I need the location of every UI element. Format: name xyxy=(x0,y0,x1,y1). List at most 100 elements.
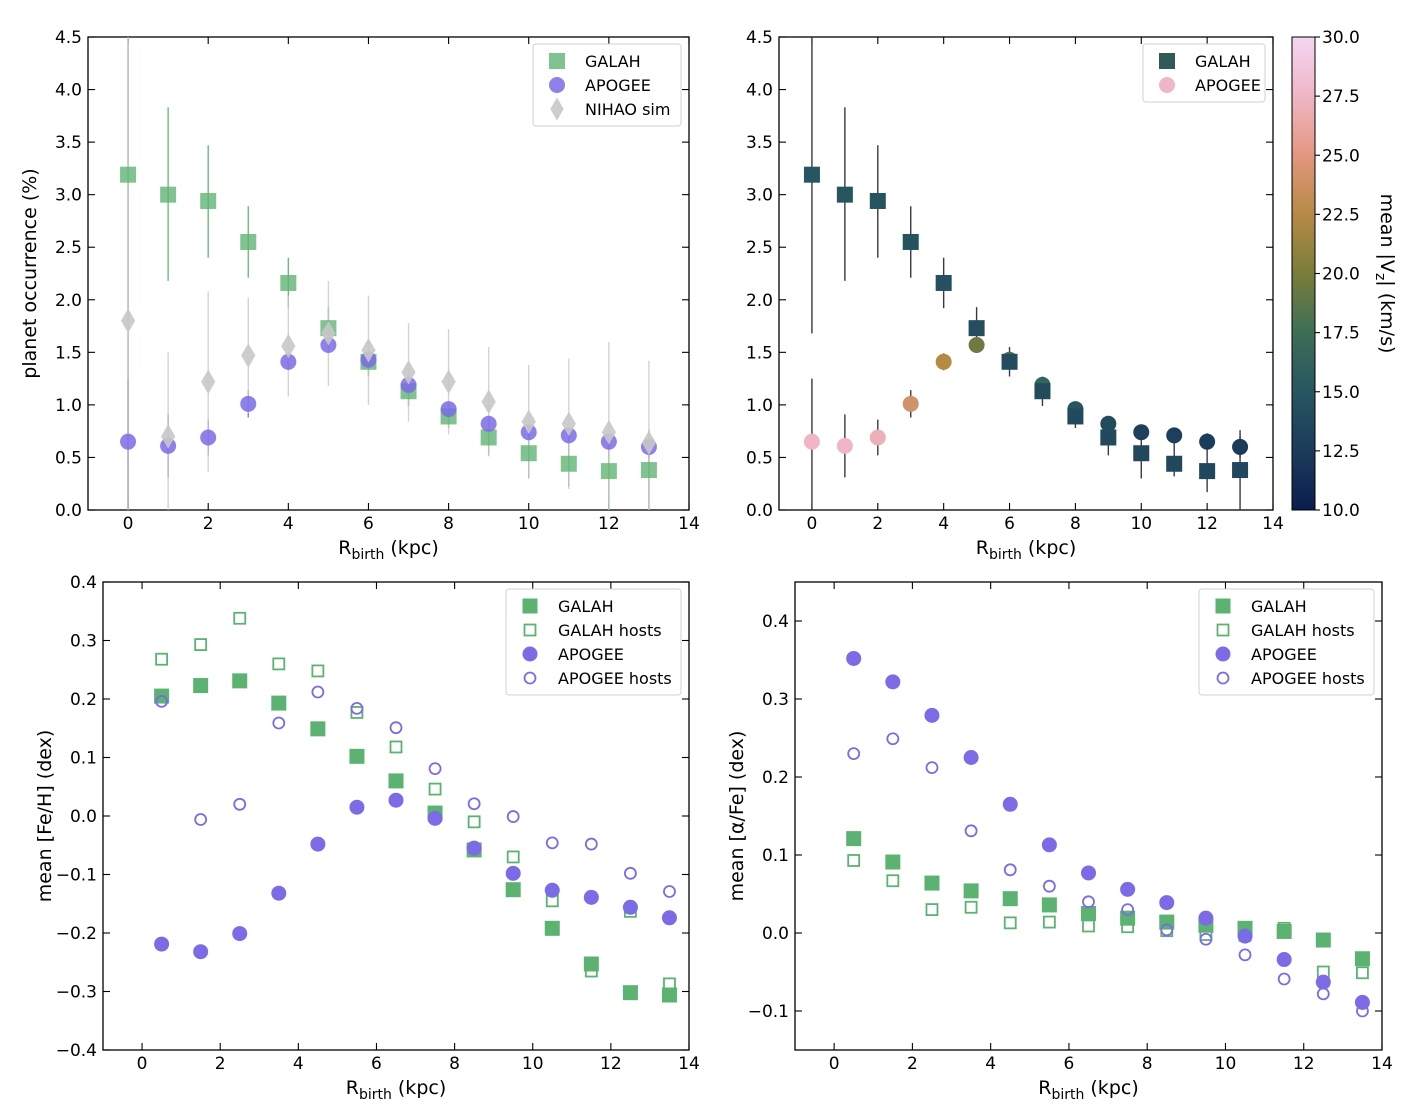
point-apogee xyxy=(200,429,217,446)
y-tick-label: 0.2 xyxy=(762,768,789,788)
point-galah xyxy=(924,875,940,891)
x-tick-label: 6 xyxy=(371,1054,382,1074)
y-tick-label: 0.1 xyxy=(762,846,789,866)
point-apogee-hosts xyxy=(155,694,169,708)
point-apogee xyxy=(846,650,862,666)
panel-bottom-left: 0 2 4 6 8 10 12 14 −0.4 −0.3 −0.2 −0.1 0.0 0.1 0.2 0.3 0… xyxy=(34,573,700,1103)
point-galah-hosts xyxy=(1042,915,1056,929)
point-apogee xyxy=(1120,881,1136,897)
point-apogee-hosts xyxy=(886,732,900,746)
point-nihao-sim xyxy=(601,419,617,445)
point-galah xyxy=(544,920,560,936)
panel-bottom-right: 0 2 4 6 8 10 12 14 −0.1 0.0 0.1 0.2 0.3 0.4 Rbirth (kp… xyxy=(726,581,1393,1103)
point-galah-hosts xyxy=(506,850,520,864)
point-galah xyxy=(600,463,617,480)
y-tick-label: 0.5 xyxy=(746,448,773,468)
point-galah xyxy=(885,854,901,870)
point-nihao-sim xyxy=(321,321,336,346)
x-tick-label: 12 xyxy=(1293,1054,1315,1074)
x-tick-label: 2 xyxy=(203,514,214,534)
legend-marker xyxy=(522,646,538,662)
point-galah xyxy=(193,678,209,694)
point-galah xyxy=(310,721,326,737)
colorbar-tick-label: 15.0 xyxy=(1322,383,1360,403)
colorbar-label-main: mean |V xyxy=(1376,194,1398,273)
x-tick-label: 8 xyxy=(449,1054,460,1074)
point-nihao-sim xyxy=(120,308,136,334)
point-apogee xyxy=(1315,974,1331,990)
point-apogee xyxy=(349,799,365,815)
point-galah xyxy=(520,445,537,462)
point-apogee xyxy=(193,944,209,960)
x-tick-label: 14 xyxy=(1371,1054,1393,1074)
colorbar-label-sub: z xyxy=(1372,273,1388,280)
legend-marker xyxy=(1216,671,1230,685)
legend-label: APOGEE xyxy=(585,76,651,95)
point-galah-hosts xyxy=(1356,966,1369,980)
x-tick-label: 10 xyxy=(1215,1054,1237,1074)
y-axis-label: planet occurrence (%) xyxy=(19,168,41,378)
point-apogee-hosts xyxy=(925,761,939,775)
point-apogee xyxy=(1002,796,1018,812)
point-galah xyxy=(902,233,919,250)
point-galah xyxy=(1034,383,1051,400)
legend-label: GALAH xyxy=(585,52,641,71)
point-apogee xyxy=(968,336,985,353)
colorbar-label-unit: | (km/s) xyxy=(1376,280,1398,353)
point-galah xyxy=(661,987,677,1003)
point-apogee-hosts xyxy=(389,721,403,735)
y-tick-label: 1.5 xyxy=(55,343,82,363)
legend-label: APOGEE xyxy=(1251,645,1317,664)
point-galah xyxy=(1041,897,1057,913)
x-axis-label-unit: (kpc) xyxy=(392,1077,446,1099)
point-apogee xyxy=(1081,865,1096,881)
point-galah-hosts xyxy=(233,611,247,625)
point-apogee xyxy=(1198,910,1214,926)
point-galah xyxy=(1067,408,1084,425)
legend-label: GALAH xyxy=(558,597,614,616)
point-apogee xyxy=(963,750,979,765)
data-layer xyxy=(154,611,677,1003)
point-nihao-sim xyxy=(361,337,376,363)
point-galah xyxy=(846,831,862,847)
point-galah xyxy=(1199,463,1216,480)
point-galah xyxy=(271,695,287,711)
point-galah xyxy=(968,320,985,337)
x-tick-label: 14 xyxy=(678,514,700,534)
x-tick-label: 6 xyxy=(1004,514,1015,534)
point-apogee-hosts xyxy=(194,813,208,826)
x-tick-label: 6 xyxy=(363,514,374,534)
legend-label: APOGEE hosts xyxy=(1251,669,1365,688)
point-galah xyxy=(836,186,853,203)
point-apogee-hosts xyxy=(545,836,559,850)
point-apogee-hosts xyxy=(311,685,325,699)
y-tick-label: 0.0 xyxy=(70,807,97,827)
point-apogee-hosts xyxy=(428,762,442,776)
y-tick-label: 0.0 xyxy=(55,501,82,521)
point-apogee-hosts xyxy=(1199,932,1213,946)
x-axis-label: Rbirth (kpc) xyxy=(338,537,438,563)
colorbar-tick-label: 27.5 xyxy=(1322,87,1360,107)
point-apogee xyxy=(280,353,297,370)
x-tick-label: 8 xyxy=(443,514,454,534)
point-galah-hosts xyxy=(389,740,403,754)
point-galah xyxy=(388,773,404,789)
y-tick-label: 0.0 xyxy=(746,501,773,521)
point-nihao-sim xyxy=(281,333,296,359)
point-apogee-hosts xyxy=(624,866,637,880)
point-galah xyxy=(963,883,979,899)
point-apogee xyxy=(480,415,497,432)
y-tick-label: −0.3 xyxy=(56,983,97,1003)
point-galah xyxy=(1100,429,1117,446)
point-apogee-hosts xyxy=(1356,1004,1369,1018)
point-galah xyxy=(200,192,217,209)
colorbar-tick-label: 22.5 xyxy=(1322,205,1360,225)
point-apogee xyxy=(154,936,170,952)
point-galah xyxy=(1002,891,1018,907)
legend: GALAH GALAH hosts APOGEE APOGEE hosts xyxy=(1198,588,1375,696)
point-apogee xyxy=(803,433,820,450)
x-tick-label: 0 xyxy=(807,514,818,534)
y-tick-label: 0.1 xyxy=(70,749,97,769)
point-galah xyxy=(480,429,497,446)
